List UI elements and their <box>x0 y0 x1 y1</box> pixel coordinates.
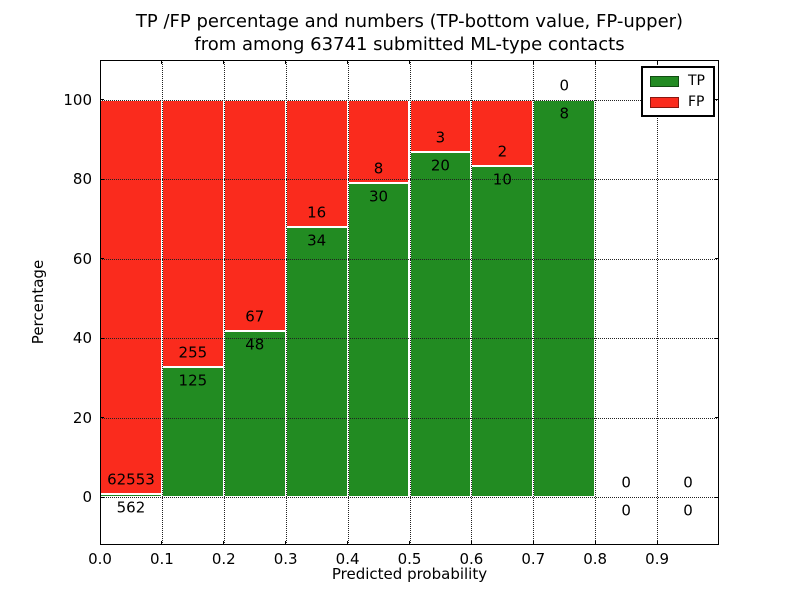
plot-area: TP FP 62553 562 255 125 67 48 16 34 8 30 3 20 2 10 0 8 0… <box>100 60 719 545</box>
y-tick-label: 40 <box>72 329 92 348</box>
x-tick-mark <box>285 60 287 64</box>
x-tick-label: 0.7 <box>521 550 546 568</box>
x-tick-label: 0.4 <box>335 550 360 568</box>
y-tick-mark <box>100 99 104 101</box>
y-tick-label: 0 <box>82 488 92 507</box>
fp-count-label: 8 <box>373 159 384 178</box>
x-tick-mark <box>347 60 349 64</box>
x-tick-mark <box>223 60 225 64</box>
x-tick-label: 0.8 <box>583 550 608 568</box>
x-tick-mark <box>594 60 596 64</box>
y-tick-mark <box>100 337 104 339</box>
tp-bar <box>533 99 596 498</box>
tp-count-label: 0 <box>621 501 631 520</box>
y-tick-mark <box>100 496 104 498</box>
y-tick-label: 20 <box>72 408 92 427</box>
fp-count-label: 67 <box>245 307 265 326</box>
tp-bar <box>409 151 472 498</box>
y-tick-mark <box>715 178 719 180</box>
fp-bar <box>285 99 348 227</box>
x-tick-label: 0.9 <box>645 550 670 568</box>
fp-count-label: 0 <box>683 473 693 492</box>
x-tick-label: 0.0 <box>88 550 112 568</box>
fp-count-label: 0 <box>559 76 570 95</box>
tp-count-label: 48 <box>245 335 265 354</box>
x-tick-label: 0.2 <box>211 550 236 568</box>
fp-count-label: 62553 <box>107 470 155 489</box>
tp-count-label: 20 <box>430 156 450 175</box>
fp-bar <box>161 99 224 367</box>
gridline-v <box>533 60 535 545</box>
x-tick-mark <box>532 60 534 64</box>
x-tick-label: 0.3 <box>273 550 298 568</box>
x-tick-mark <box>347 541 349 545</box>
legend-fp-swatch-icon <box>650 96 679 108</box>
gridline-v <box>347 60 349 545</box>
gridline-v <box>471 60 473 545</box>
tp-bar <box>161 366 224 498</box>
x-tick-mark <box>409 541 410 545</box>
tp-count-label: 34 <box>307 231 327 250</box>
chart-title-line2: from among 63741 submitted ML-type conta… <box>194 34 625 55</box>
legend-tp-swatch-icon <box>650 75 679 87</box>
gridline-v <box>161 60 163 545</box>
fp-count-label: 16 <box>307 203 327 222</box>
gridline-v <box>657 60 659 545</box>
chart-title: TP /FP percentage and numbers (TP-bottom… <box>100 10 719 56</box>
fp-count-label: 0 <box>621 473 631 492</box>
legend: TP FP <box>641 66 715 117</box>
y-tick-label: 100 <box>63 90 92 109</box>
x-axis-label: Predicted probability <box>331 565 488 583</box>
y-tick-label: 60 <box>72 249 92 268</box>
x-tick-label: 0.6 <box>459 550 484 568</box>
tp-bar <box>471 166 534 498</box>
fp-bar <box>100 99 162 494</box>
x-tick-mark <box>656 541 658 545</box>
tp-count-label: 10 <box>492 170 512 189</box>
y-tick-mark <box>715 337 719 339</box>
x-tick-label: 0.5 <box>397 550 422 568</box>
x-tick-mark <box>161 60 163 64</box>
fp-count-label: 3 <box>435 128 446 147</box>
tp-count-label: 8 <box>559 104 570 123</box>
tp-count-label: 562 <box>116 498 146 517</box>
x-tick-label: 0.1 <box>149 550 174 568</box>
y-tick-mark <box>715 258 719 260</box>
tp-count-label: 30 <box>369 187 389 206</box>
x-tick-mark <box>409 60 410 64</box>
x-tick-mark <box>470 60 472 64</box>
x-tick-mark <box>285 541 287 545</box>
y-tick-mark <box>100 178 104 180</box>
legend-entry-fp: FP <box>650 95 705 109</box>
y-tick-mark <box>715 417 719 419</box>
chart-title-line1: TP /FP percentage and numbers (TP-bottom… <box>135 11 684 32</box>
x-tick-mark <box>223 541 225 545</box>
x-tick-mark <box>532 541 534 545</box>
gridline-v <box>285 60 287 545</box>
x-tick-mark <box>470 541 472 545</box>
gridline-v <box>223 60 225 545</box>
legend-fp-label: FP <box>688 94 705 110</box>
tp-bar <box>285 226 348 498</box>
legend-entry-tp: TP <box>650 74 705 88</box>
fp-count-label: 255 <box>178 343 208 362</box>
fp-count-label: 2 <box>497 142 508 161</box>
y-tick-mark <box>715 99 719 101</box>
y-tick-mark <box>100 417 104 419</box>
y-tick-label: 80 <box>72 170 92 189</box>
gridline-v <box>595 60 597 545</box>
gridline-v <box>409 60 411 545</box>
tp-count-label: 125 <box>178 371 208 390</box>
y-tick-mark <box>100 258 104 260</box>
fp-bar <box>223 99 286 332</box>
legend-tp-label: TP <box>688 73 705 89</box>
tp-bar <box>223 331 286 498</box>
tp-count-label: 0 <box>683 501 693 520</box>
y-tick-mark <box>715 496 719 498</box>
tp-bar <box>347 183 410 498</box>
x-tick-mark <box>161 541 163 545</box>
x-tick-mark <box>656 60 658 64</box>
x-tick-mark <box>594 541 596 545</box>
